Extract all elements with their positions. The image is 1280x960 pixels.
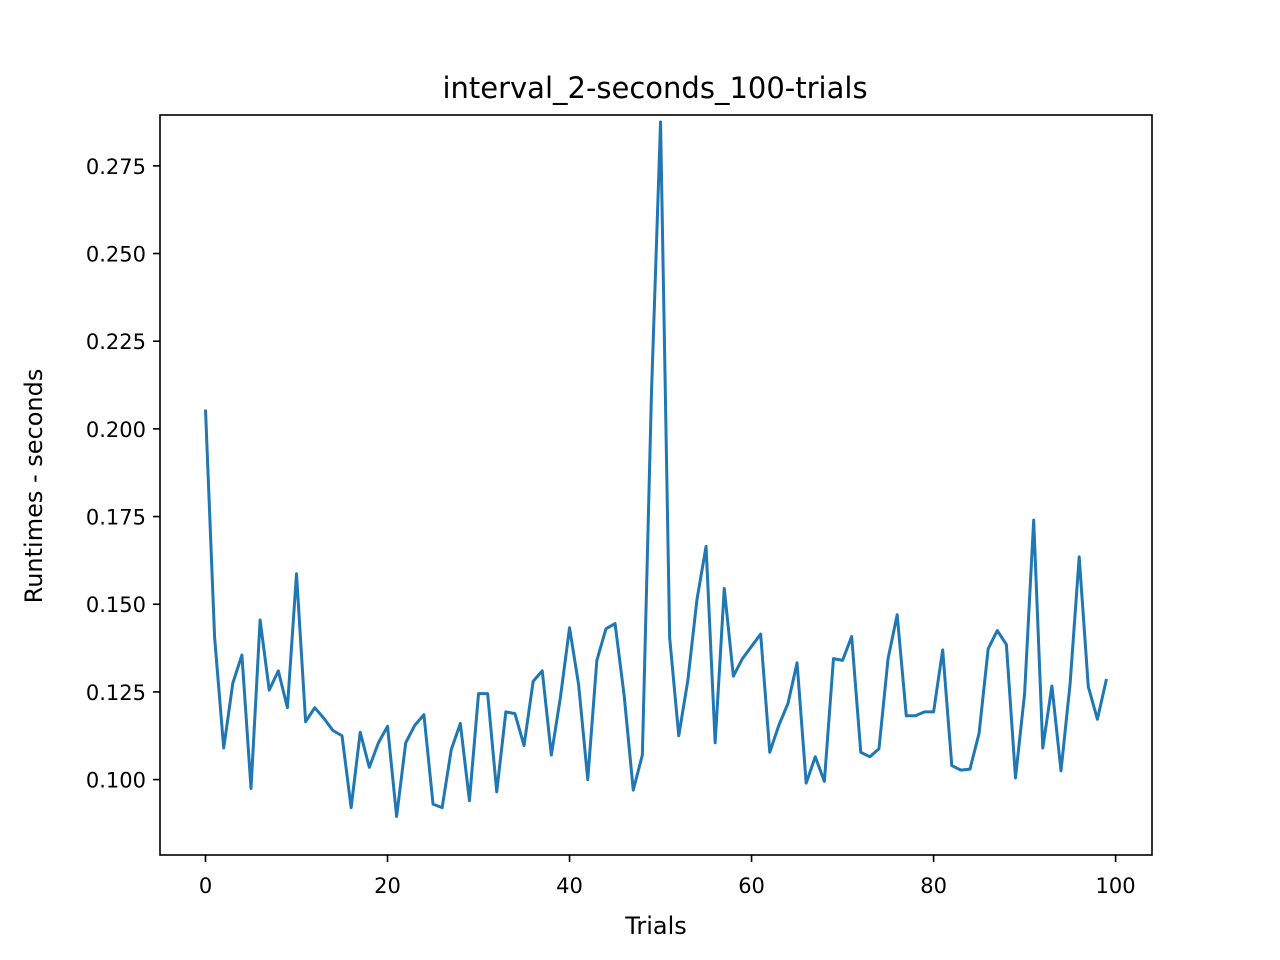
series-layer — [204, 120, 1108, 818]
x-axis-ticks: 0 20 40 60 80 100 — [199, 855, 1136, 898]
x-axis-label: Trials — [624, 912, 687, 940]
series-line-0 — [204, 120, 1108, 818]
x-tick-label: 0 — [199, 874, 212, 898]
y-tick-label: 0.225 — [86, 330, 146, 354]
chart-title: interval_2-seconds_100-trials — [442, 71, 867, 105]
x-tick-label: 20 — [374, 874, 401, 898]
plot-frame — [159, 114, 1153, 856]
y-axis-label: Runtimes - seconds — [20, 369, 48, 604]
y-axis-ticks: 0.100 0.125 0.150 0.175 0.200 0.225 0.250 0.275 — [86, 155, 160, 793]
y-tick-label: 0.150 — [86, 593, 146, 617]
y-tick-label: 0.250 — [86, 243, 146, 267]
x-tick-label: 60 — [738, 874, 765, 898]
y-tick-label: 0.200 — [86, 418, 146, 442]
x-tick-label: 40 — [556, 874, 583, 898]
y-tick-label: 0.100 — [86, 769, 146, 793]
y-tick-label: 0.175 — [86, 506, 146, 530]
x-tick-label: 100 — [1096, 874, 1136, 898]
y-tick-label: 0.275 — [86, 155, 146, 179]
x-tick-label: 80 — [920, 874, 947, 898]
y-tick-label: 0.125 — [86, 681, 146, 705]
